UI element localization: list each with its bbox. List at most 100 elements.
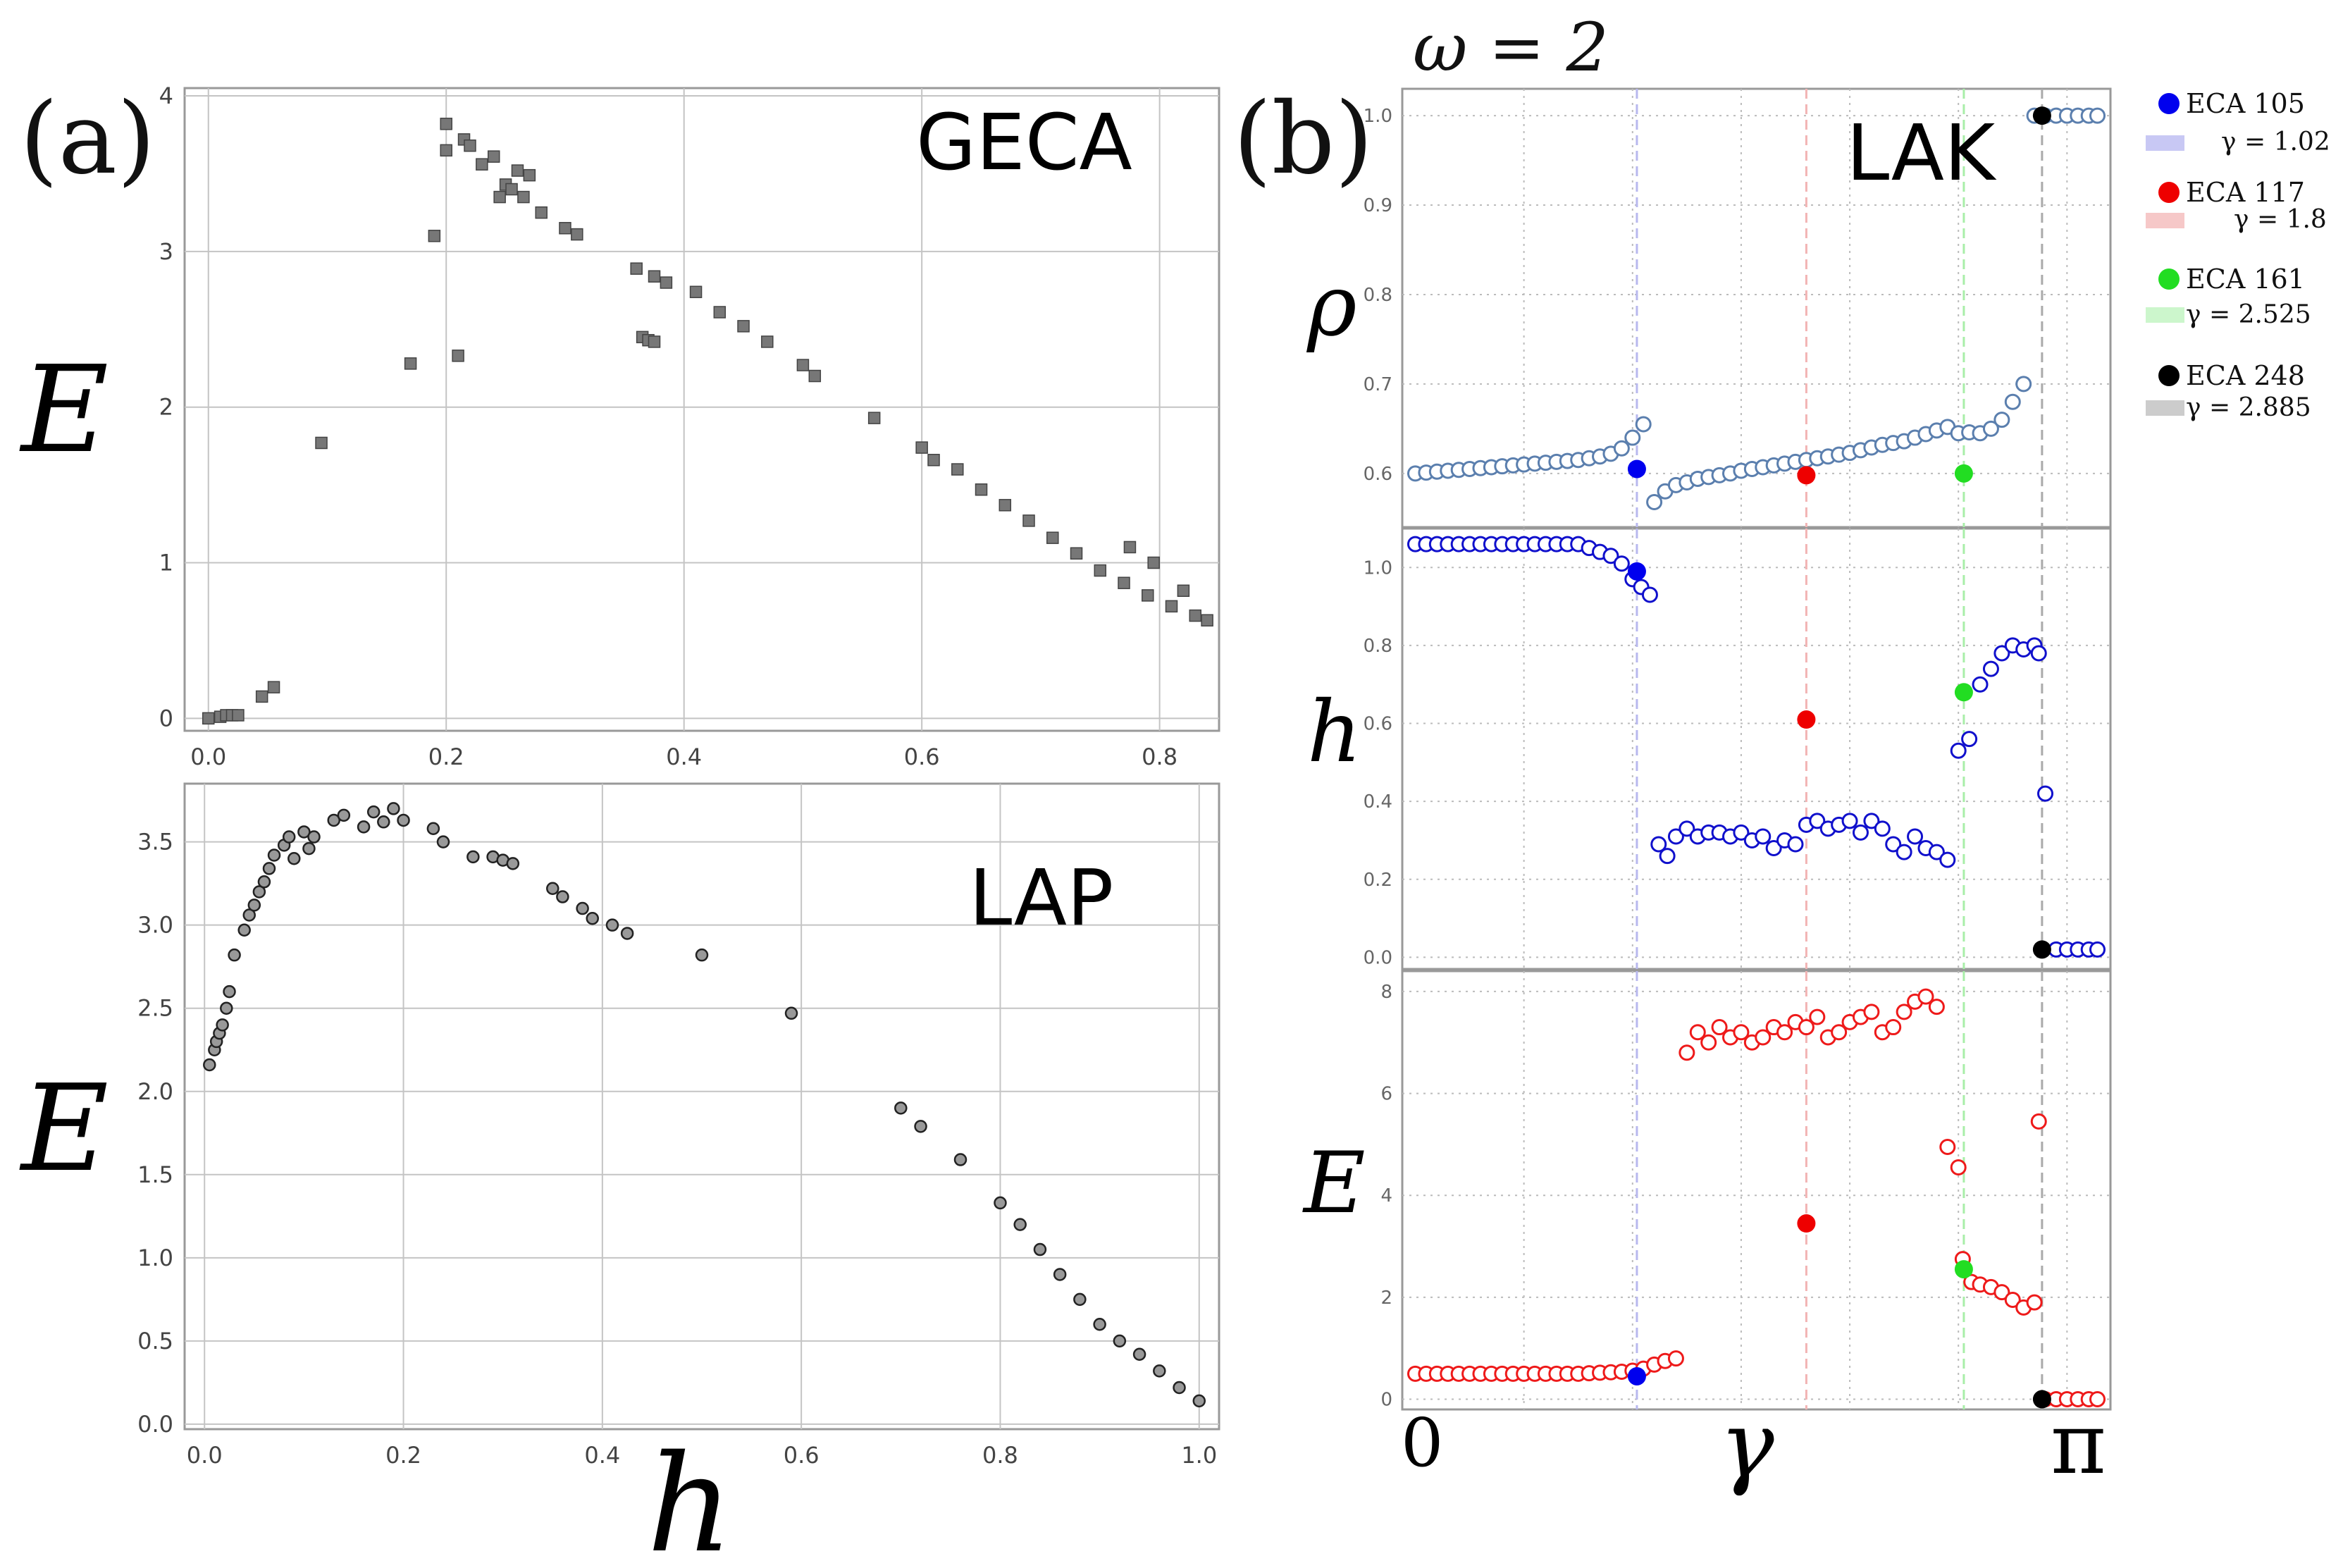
legend-band-eca248 [2146, 400, 2184, 416]
h-point [1950, 742, 1967, 759]
h-vlines [1636, 529, 2044, 969]
E-point [1950, 1159, 1967, 1175]
lap-point [228, 948, 241, 962]
rho-point [1624, 429, 1641, 446]
lap-point [282, 830, 296, 844]
legend-name-eca248: ECA 248 [2186, 360, 2305, 391]
legend-name-eca161: ECA 161 [2186, 264, 2305, 295]
h-ytick-label: 1.0 [1364, 557, 1392, 579]
legend-name-eca105: ECA 105 [2186, 88, 2305, 119]
h-point [1885, 836, 1902, 853]
geca-xtick-label: 0.8 [1142, 743, 1177, 770]
lap-point [267, 848, 281, 862]
geca-point [535, 206, 548, 219]
geca-ylabel: E [19, 340, 109, 480]
rho-ytick-label: 1.0 [1364, 106, 1392, 127]
legend-marker-eca248 [2158, 365, 2180, 386]
legend-marker-eca161 [2158, 268, 2180, 290]
h-point [1896, 844, 1912, 860]
lap-point [297, 825, 311, 839]
geca-point [464, 139, 476, 152]
h-ytick-label: 0.6 [1364, 714, 1392, 735]
lap-title: LAP [969, 853, 1113, 943]
rho-point [1646, 493, 1663, 510]
E-ytick-label: 8 [1380, 982, 1392, 1003]
geca-point [571, 228, 583, 241]
lap-ytick-label: 3.0 [137, 912, 173, 939]
geca-point [428, 230, 441, 242]
geca-title: GECA [916, 97, 1132, 187]
geca-point [232, 709, 245, 722]
lap-point [953, 1153, 968, 1166]
geca-point [1022, 514, 1035, 527]
rho-ytick-label: 0.7 [1364, 374, 1392, 395]
lap-point [242, 908, 256, 922]
lap-point [556, 890, 569, 903]
lap-point [1013, 1218, 1027, 1231]
h-ylabel: h [1307, 684, 1361, 782]
geca-xtick-label: 0.0 [190, 743, 226, 770]
geca-point [999, 499, 1012, 512]
lap-point [247, 899, 261, 912]
lap-point [252, 885, 266, 899]
geca-ytick-label: 0 [159, 705, 173, 731]
geca-point [493, 190, 506, 204]
geca-point [517, 190, 530, 204]
h-point [1679, 820, 1695, 837]
E-highlight-point [1627, 1366, 1646, 1385]
legend: ECA 105 γ = 1.02 ECA 117 γ = 1.8 ECA 161… [2146, 88, 2330, 422]
geca-point [202, 712, 215, 725]
lap-point [605, 918, 619, 932]
h-point [1874, 820, 1891, 837]
lap-point [397, 813, 410, 827]
e-xlabel: γ [1719, 1391, 1774, 1498]
e-ylabel: E [1302, 1135, 1366, 1233]
rho-highlight-point [2032, 106, 2051, 125]
lap-point [220, 1001, 233, 1015]
lap-point [466, 850, 480, 864]
geca-points [202, 118, 1213, 725]
geca-point [505, 183, 518, 196]
rho-ylabel: ρ [1306, 257, 1357, 355]
geca-point [927, 454, 940, 467]
geca-point [404, 357, 417, 370]
lap-point [1132, 1347, 1146, 1362]
lap-xlabel: h [647, 1426, 733, 1568]
E-point [1711, 1019, 1728, 1036]
E-point [1831, 1024, 1848, 1041]
E-point [2089, 1391, 2106, 1408]
lap-points [203, 802, 1206, 1408]
geca-point [951, 463, 964, 476]
h-point [1972, 676, 1989, 693]
E-ytick-label: 0 [1380, 1390, 1392, 1411]
legend-band-eca161 [2146, 307, 2184, 323]
h-point [2089, 941, 2106, 958]
E-point [1896, 1004, 1912, 1020]
geca-point [1070, 547, 1083, 560]
h-grid [1402, 529, 2110, 969]
lap-point [620, 927, 634, 940]
lap-ticks: 0.0 0.2 0.4 0.6 0.8 1.0 0.0 0.5 1.0 1.5 2.0 2.5 3.0 3… [137, 829, 1217, 1469]
E-ytick-label: 6 [1380, 1084, 1392, 1105]
lap-ytick-label: 0.0 [137, 1411, 173, 1438]
geca-point [1177, 584, 1190, 598]
lap-point [302, 841, 316, 856]
e-frame [1401, 970, 2112, 1411]
lap-ytick-label: 1.5 [137, 1161, 173, 1188]
geca-point [1118, 576, 1130, 589]
legend-entry-eca117: ECA 117 γ = 1.8 [2146, 177, 2327, 234]
rho-title: LAK [1846, 108, 1997, 198]
geca-point [1189, 609, 1202, 622]
legend-gamma-eca248: γ = 2.885 [2186, 393, 2311, 422]
lap-point [357, 820, 371, 834]
h-point [1667, 828, 1684, 845]
panel-a-label: (a) [20, 82, 156, 197]
lap-xtick-label: 0.0 [187, 1442, 223, 1469]
geca-point [476, 158, 488, 171]
e-panel: 0 2 4 6 8 E 0 γ π [1302, 970, 2112, 1498]
lap-point [914, 1120, 927, 1133]
h-point [1650, 836, 1667, 853]
h-frame [1401, 527, 2112, 970]
lap-point [426, 822, 440, 835]
